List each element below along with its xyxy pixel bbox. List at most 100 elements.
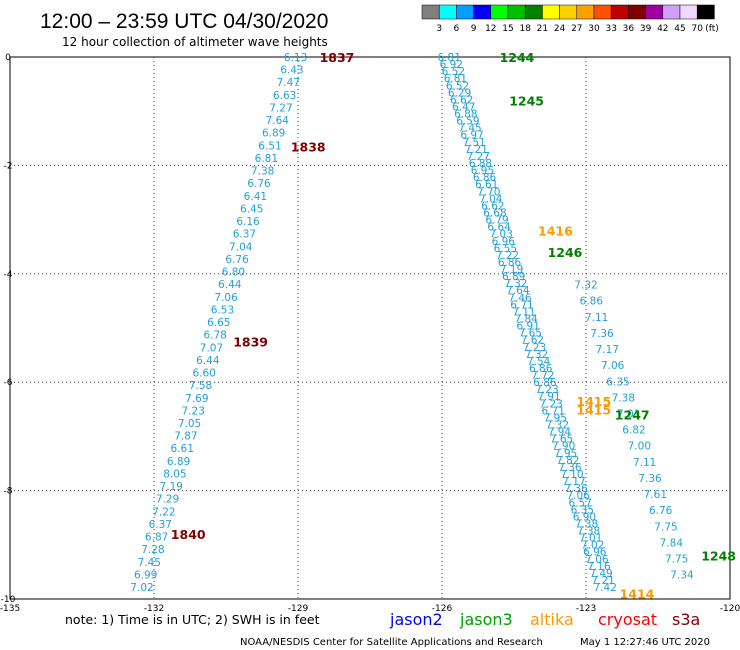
legend-label: 15	[502, 24, 513, 34]
x-tick-label: -126	[432, 604, 453, 614]
legend-label: 45	[674, 24, 685, 34]
legend-label: 27	[571, 24, 582, 34]
swh-value: 7.19	[160, 481, 183, 493]
swh-value: 6.62	[450, 94, 473, 106]
swh-value: 6.71	[510, 299, 533, 311]
swh-value: 7.00	[628, 441, 651, 453]
swh-value: 7.38	[612, 392, 635, 404]
swh-value: 7.65	[550, 434, 573, 446]
swh-value: 6.86	[529, 363, 553, 375]
footer-credit: NOAA/NESDIS Center for Satellite Applica…	[240, 637, 543, 648]
note-text: note: 1) Time is in UTC; 2) SWH is in fe…	[65, 612, 320, 627]
swh-value: 7.03	[490, 229, 513, 241]
legend-swatch	[593, 4, 612, 20]
swh-value: 6.16	[236, 216, 260, 228]
swh-value: 7.49	[589, 568, 612, 580]
swh-value: 7.22	[152, 506, 175, 518]
swh-value: 8.05	[163, 468, 186, 480]
swh-value: 6.86	[580, 296, 604, 308]
altika-time-label: 1416	[538, 223, 573, 238]
chart-title: 12:00 – 23:59 UTC 04/30/2020	[40, 10, 328, 33]
time-label: 1840	[171, 527, 206, 542]
swh-value: 6.53	[211, 304, 234, 316]
swh-value: 7.22	[496, 250, 519, 262]
swh-value: 6.51	[258, 140, 281, 152]
swh-value: 7.36	[564, 483, 588, 495]
swh-value: 7.84	[514, 314, 538, 326]
swh-value: 6.59	[456, 116, 479, 128]
swh-value: 6.76	[649, 505, 673, 517]
swh-value: 7.23	[539, 398, 562, 410]
swh-value: 7.23	[523, 342, 546, 354]
swh-value: 7.32	[574, 280, 597, 292]
satellite-name: altika	[530, 610, 574, 629]
swh-value: 7.34	[670, 570, 694, 582]
swh-value: 7.21	[591, 575, 614, 587]
swh-value: 7.94	[548, 427, 572, 439]
legend-swatch	[490, 4, 509, 20]
swh-value: 7.17	[596, 344, 619, 356]
x-tick-label: -120	[720, 604, 740, 614]
axis-ticks: -135 -132 -129 -126 -123 -120 0 -2 -4 -6 -8 -10	[0, 53, 740, 614]
swh-value: 7.82	[556, 455, 579, 467]
legend-swatch	[507, 4, 526, 20]
swh-value: 7.38	[575, 518, 598, 530]
swh-value: 7.23	[535, 384, 558, 396]
y-tick-label: -2	[4, 161, 13, 171]
altika-time-label: 1415	[576, 394, 611, 409]
swh-value: 7.11	[633, 457, 656, 469]
swh-value: 6.63	[273, 90, 296, 102]
legend-label: 3	[436, 24, 442, 34]
swh-value: 6.96	[583, 547, 607, 559]
swh-value: 7.75	[665, 554, 688, 566]
swh-value: 6.44	[196, 355, 220, 367]
swh-value: 7.32	[546, 420, 569, 432]
swh-value: 6.87	[145, 532, 168, 544]
swh-value: 7.75	[654, 521, 677, 533]
swh-value: 7.65	[519, 328, 542, 340]
swh-value: 6.86	[533, 377, 557, 389]
swh-value: 6.91	[517, 321, 540, 333]
swh-value: 6.37	[149, 519, 172, 531]
swh-value: 6.60	[192, 368, 215, 380]
legend-swatch	[456, 4, 474, 20]
x-tick-label: -132	[144, 604, 164, 614]
legend-swatch	[559, 4, 578, 20]
swh-value: 7.27	[467, 151, 490, 163]
satellite-name: s3a	[672, 610, 700, 629]
swh-value: 7.05	[178, 418, 201, 430]
legend-swatch	[662, 4, 681, 20]
swh-value: 6.37	[233, 229, 256, 241]
swh-value: 7.32	[525, 349, 548, 361]
swh-value: 6.86	[473, 172, 497, 184]
swh-value: 6.45	[240, 203, 263, 215]
legend-label: 21	[537, 24, 548, 34]
swh-value: 7.38	[251, 166, 274, 178]
data-marks: 6.136.437.476.637.277.646.896.516.817.38…	[130, 50, 736, 602]
swh-value: 7.62	[521, 335, 544, 347]
time-label: 1247	[615, 408, 650, 423]
swh-value: 6.61	[475, 179, 498, 191]
swh-value: 7.28	[141, 544, 164, 556]
swh-value: 6.47	[452, 101, 475, 113]
satellite-legend: jason2 jason3 altika cryosat s3a	[389, 610, 700, 629]
legend-swatch	[421, 4, 440, 20]
swh-value: 7.95	[544, 412, 567, 424]
swh-value: 7.38	[577, 526, 600, 538]
legend-label: 30	[588, 24, 600, 34]
swh-value: 6.89	[502, 271, 525, 283]
time-label: 1246	[548, 245, 583, 260]
y-tick-label: -8	[4, 487, 13, 497]
swh-value: 7.45	[138, 557, 161, 569]
swh-value: 7.36	[558, 462, 582, 474]
swh-value: 6.95	[471, 165, 494, 177]
legend-swatch	[524, 4, 543, 20]
time-label: 1248	[701, 549, 736, 564]
time-label: 1244	[500, 50, 535, 65]
swh-value: 6.78	[203, 330, 226, 342]
legend-label: 33	[605, 24, 616, 34]
time-label: 1245	[509, 93, 544, 108]
y-tick-label: 0	[5, 53, 11, 63]
satellite-name: cryosat	[598, 610, 657, 629]
